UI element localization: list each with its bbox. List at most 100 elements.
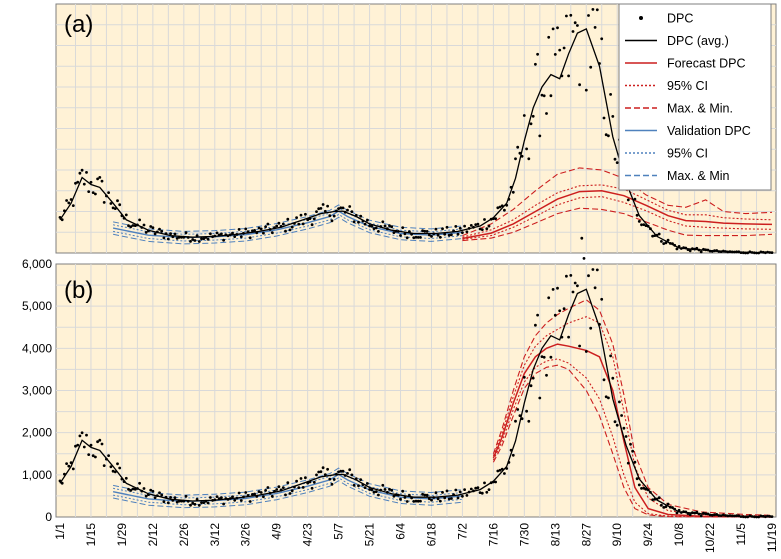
x-tick-label: 10/22 (703, 523, 717, 553)
dpc-point (166, 237, 170, 241)
dpc-point (109, 202, 113, 205)
dpc-point (615, 161, 619, 165)
dpc-point (317, 470, 321, 474)
legend-label: Validation DPC (667, 124, 751, 138)
dpc-point (629, 442, 632, 446)
dpc-point (220, 496, 223, 499)
dpc-point (441, 227, 444, 231)
dpc-point (259, 227, 263, 231)
dpc-point (295, 479, 298, 483)
dpc-point (604, 133, 608, 137)
dpc-point (538, 134, 542, 138)
dpc-point (111, 469, 115, 473)
dpc-point (536, 313, 539, 317)
dpc-point (438, 499, 442, 503)
dpc-point (587, 274, 590, 278)
dpc-point (310, 486, 314, 490)
dpc-point (138, 218, 142, 222)
dpc-point (153, 496, 157, 499)
dpc-point (611, 115, 615, 118)
dpc-point (416, 499, 420, 503)
dpc-point (286, 217, 290, 221)
dpc-point (78, 171, 82, 175)
dpc-point (76, 180, 80, 184)
dpc-point (107, 191, 110, 195)
dpc-point (576, 24, 579, 27)
dpc-point (527, 419, 531, 423)
dpc-point (573, 281, 577, 285)
dpc-point (100, 442, 104, 446)
dpc-point (237, 491, 241, 495)
dpc-point (202, 501, 206, 504)
dpc-point (195, 497, 199, 501)
dpc-point (438, 235, 442, 239)
dpc-point (131, 224, 135, 227)
dpc-point (288, 228, 292, 232)
x-tick-label: 1/29 (115, 523, 129, 547)
dpc-point (642, 223, 646, 227)
dpc-point (618, 400, 621, 404)
dpc-point (348, 205, 352, 208)
dpc-point (421, 492, 424, 496)
dpc-point (626, 198, 630, 202)
dpc-point (142, 487, 146, 490)
dpc-point (290, 489, 294, 493)
dpc-point (341, 206, 345, 210)
dpc-point (100, 179, 104, 183)
dpc-point (275, 488, 279, 491)
dpc-point (600, 297, 604, 301)
dpc-point (259, 491, 263, 494)
dpc-point (264, 489, 267, 492)
dpc-point (264, 225, 267, 229)
dpc-point (158, 491, 161, 495)
dpc-point (589, 65, 593, 69)
dpc-point (540, 93, 544, 97)
dpc-point (277, 221, 281, 225)
dpc-point (542, 94, 546, 98)
dpc-point (538, 396, 542, 400)
legend-label: Max. & Min. (667, 102, 733, 116)
dpc-point (434, 227, 438, 231)
dpc-point (591, 7, 595, 11)
dpc-point (284, 493, 287, 497)
dpc-point (281, 222, 285, 226)
dpc-point (94, 455, 97, 459)
dpc-point (319, 470, 323, 474)
dpc-point (350, 473, 354, 477)
dpc-point (129, 489, 133, 492)
dpc-point (74, 181, 77, 185)
dpc-point (231, 495, 234, 499)
legend-label: Forecast DPC (667, 57, 746, 71)
dpc-point (315, 210, 318, 214)
dpc-point (699, 514, 703, 518)
dpc-avg-line (59, 28, 773, 254)
dpc-point (640, 223, 643, 227)
dpc-point (118, 466, 122, 470)
dpc-point (96, 440, 99, 444)
dpc-point (60, 218, 64, 222)
dpc-point (483, 481, 486, 485)
x-tick-label: 7/2 (455, 523, 469, 540)
dpc-point (312, 217, 316, 221)
dpc-point (160, 229, 164, 233)
validation-min-line (113, 216, 463, 245)
dpc-point (377, 493, 380, 497)
dpc-point (447, 497, 451, 501)
dpc-point (149, 225, 153, 228)
dpc-point (257, 226, 261, 230)
dpc-point (67, 201, 71, 205)
dpc-point (366, 482, 369, 485)
dpc-point (151, 489, 155, 493)
dpc-point (463, 224, 466, 228)
dpc-point (540, 355, 544, 358)
dpc-point (514, 419, 517, 423)
dpc-point (443, 232, 447, 236)
x-tick-label: 11/19 (765, 523, 779, 552)
dpc-point (352, 220, 356, 224)
dpc-point (111, 206, 115, 210)
dpc-point (657, 496, 661, 500)
dpc-point (571, 290, 575, 294)
dpc-point (200, 237, 203, 241)
dpc-point (381, 220, 385, 224)
legend-box (618, 3, 772, 191)
